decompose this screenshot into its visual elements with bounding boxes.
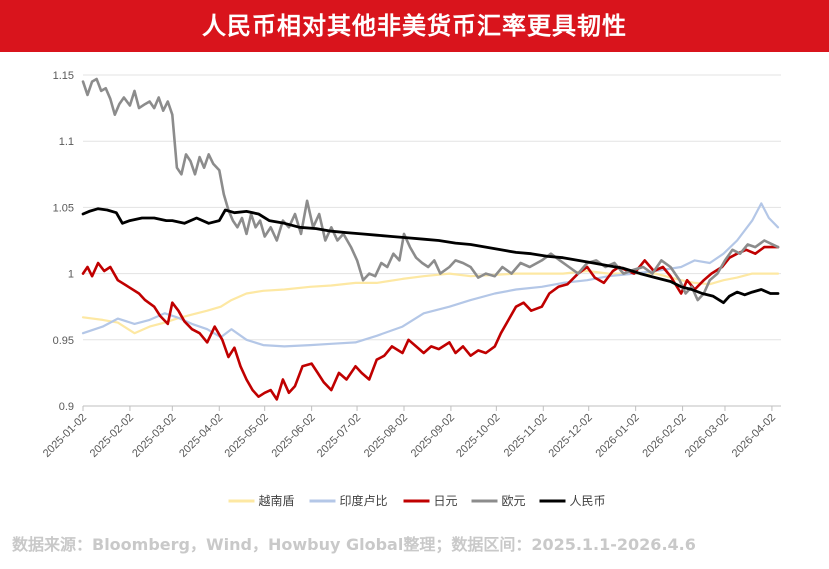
series-line-人民币 — [81, 207, 780, 305]
data-source-note: 数据来源：Bloomberg，Wind，Howbuy Global整理；数据区间… — [12, 535, 696, 554]
series-line-欧元 — [81, 77, 780, 302]
series-line-越南盾 — [81, 269, 780, 335]
x-tick-label: 2025-02-02 — [88, 412, 136, 460]
y-tick-label: 1.1 — [59, 136, 74, 148]
x-tick-label: 2026-04-02 — [730, 412, 778, 460]
x-tick-label: 2025-12-02 — [547, 412, 595, 460]
y-tick-label: 1 — [68, 269, 74, 281]
y-tick-label: 1.05 — [53, 202, 74, 214]
legend-label: 人民币 — [570, 494, 606, 508]
y-axis-tick-labels: 0.9 0.95 1 1.05 1.1 1.15 — [53, 70, 74, 413]
legend: 越南盾 印度卢比 日元 欧元 人民币 — [228, 493, 606, 508]
x-tick-label: 2025-06-02 — [269, 412, 317, 460]
x-tick-label: 2026-01-02 — [593, 412, 641, 460]
legend-label: 越南盾 — [259, 493, 295, 508]
x-tick-label: 2025-05-02 — [223, 412, 271, 460]
line-chart: 0.9 0.95 1 1.05 1.1 1.15 2025-01-022025-02-02… — [41, 70, 781, 508]
x-tick-label: 2026-02-02 — [640, 412, 688, 460]
series-lines — [81, 77, 780, 401]
legend-label: 印度卢比 — [340, 493, 388, 508]
x-tick-label: 2025-08-02 — [362, 412, 410, 460]
series-line-日元 — [81, 245, 780, 401]
x-tick-label: 2025-04-02 — [177, 412, 225, 460]
x-tick-label: 2025-07-02 — [315, 412, 363, 460]
x-tick-label: 2025-03-02 — [130, 412, 178, 460]
y-tick-label: 0.95 — [53, 335, 74, 347]
y-tick-label: 1.15 — [53, 70, 74, 82]
x-axis-tick-labels: 2025-01-022025-02-022025-03-022025-04-02… — [41, 406, 778, 460]
x-tick-label: 2026-03-02 — [683, 412, 731, 460]
chart-title: 人民币相对其他非美货币汇率更具韧性 — [0, 0, 829, 52]
legend-label: 日元 — [434, 494, 458, 508]
x-tick-label: 2025-01-02 — [41, 412, 89, 460]
legend-label: 欧元 — [502, 494, 526, 508]
x-tick-label: 2025-11-02 — [502, 412, 550, 460]
grid-lines — [83, 74, 781, 341]
y-tick-label: 0.9 — [59, 401, 74, 413]
x-tick-label: 2025-09-02 — [409, 412, 457, 460]
x-tick-label: 2025-10-02 — [454, 412, 502, 460]
